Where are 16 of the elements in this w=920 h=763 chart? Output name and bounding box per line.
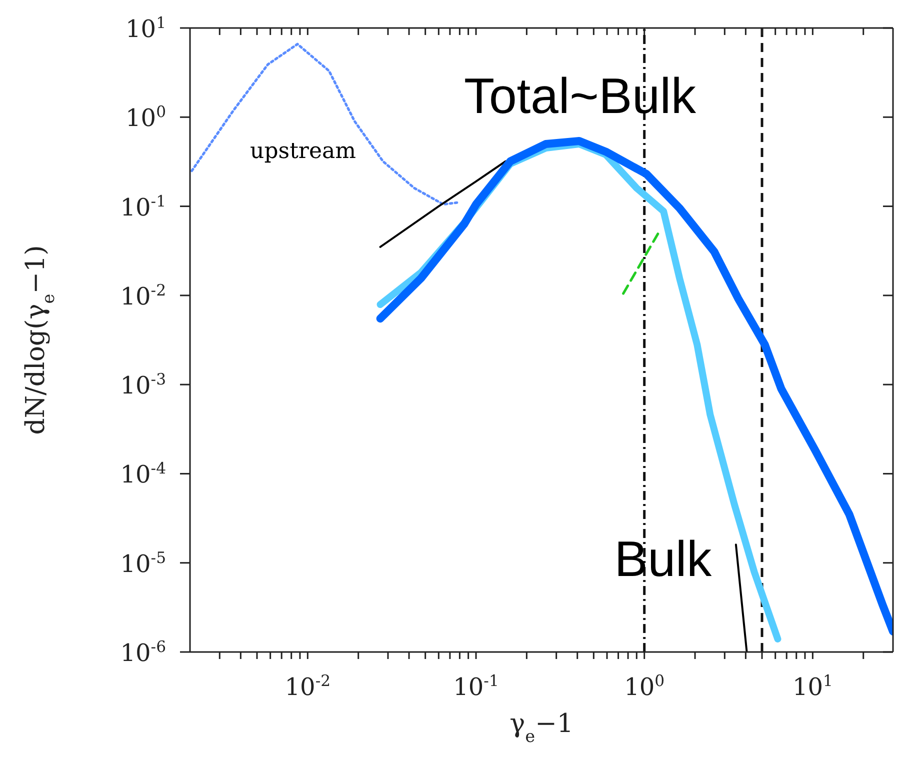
x-tick-label: 10$^{1}$ [792,672,833,701]
y-tick-label: 10$^{-5}$ [120,548,166,578]
x-tick-label: 10$^{-1}$ [453,672,499,701]
y-tick-label: 10$^{-6}$ [120,638,166,667]
annotation: upstream [250,139,356,164]
x-tick-label: 10$^{0}$ [624,672,665,701]
y-tick-label: 10$^{-4}$ [120,460,166,489]
y-tick-label: 10$^{1}$ [126,14,166,43]
x-axis-title: γ$_{e}$−1 [510,709,574,746]
y-tick-label: 10$^{-2}$ [120,281,166,310]
y-tick-label: 10$^{-1}$ [120,192,166,222]
y-tick-label: 10$^{-3}$ [120,370,166,400]
annotation: Bulk [614,531,713,587]
annotation: Total~Bulk [464,68,698,124]
x-tick-label: 10$^{-2}$ [284,672,331,701]
y-tick-label: 10$^{0}$ [126,103,166,132]
